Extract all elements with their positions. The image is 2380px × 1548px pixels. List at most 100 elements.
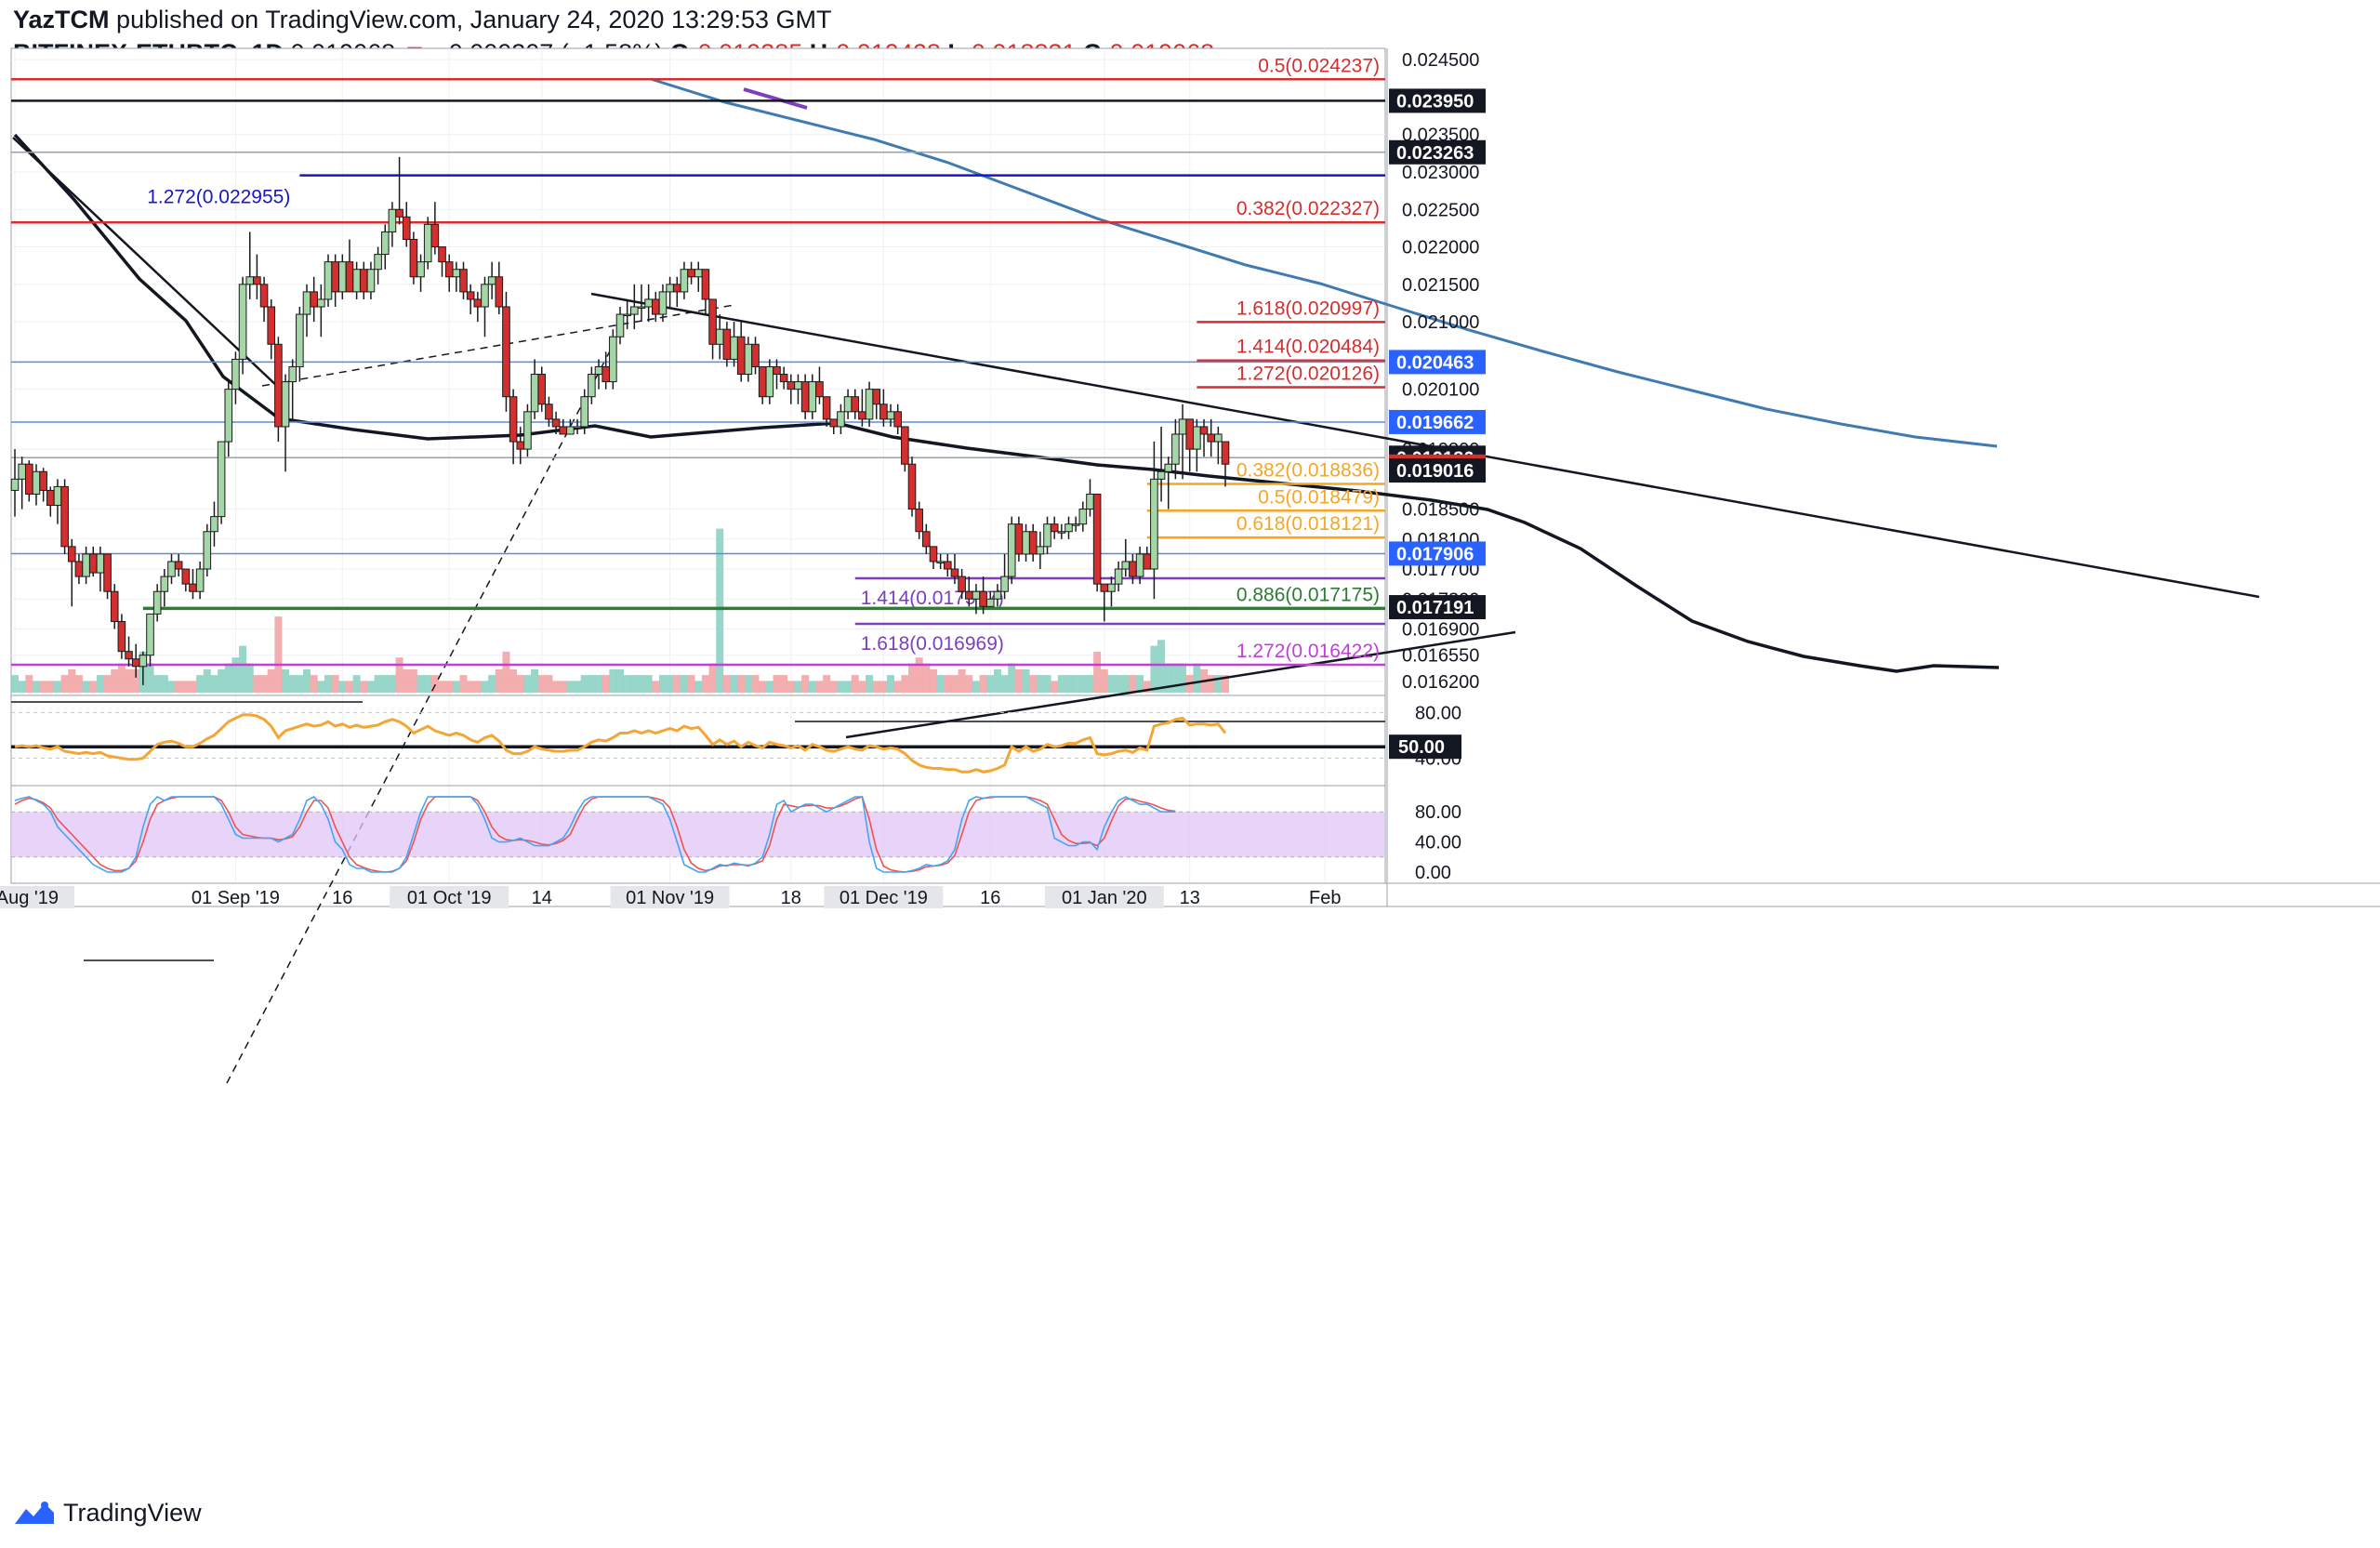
stoch-k-line <box>14 796 1176 873</box>
volume-bar <box>1086 675 1094 693</box>
volume-bar <box>722 675 731 693</box>
volume-bar <box>68 668 76 693</box>
volume-bar <box>829 681 838 693</box>
volume-bar <box>260 675 269 693</box>
fib-level-label: 0.886(0.017175) <box>1236 584 1380 605</box>
candle-body <box>573 426 582 429</box>
candle-body <box>189 583 197 592</box>
stoch-tick-label: 80.00 <box>1415 802 1461 823</box>
candle-body <box>694 269 703 278</box>
candle-body <box>1057 531 1066 534</box>
price-tag-label: 0.023263 <box>1396 143 1474 164</box>
time-label-box <box>824 886 944 908</box>
tradingview-footer[interactable]: TradingView <box>13 1499 202 1528</box>
candle-body <box>317 298 325 308</box>
candle-body <box>345 261 354 293</box>
time-label-box <box>0 886 74 908</box>
price-tag-label: 0.017906 <box>1396 544 1474 564</box>
volume-bar <box>808 681 816 693</box>
candle-body <box>302 291 311 315</box>
candle-body <box>296 313 304 367</box>
volume-bar <box>559 681 567 693</box>
volume-bar <box>623 675 631 693</box>
candle-body <box>901 426 909 465</box>
price-tag-label: 0.017191 <box>1396 598 1474 618</box>
author-name[interactable]: YazTCM <box>13 6 110 33</box>
candle-body <box>466 291 475 300</box>
candle-body <box>267 306 276 345</box>
candle-body <box>1086 493 1094 510</box>
volume-bar <box>1222 675 1229 693</box>
candle-body <box>174 561 183 570</box>
candle-body <box>18 463 26 480</box>
price-tick-label: 0.023000 <box>1402 163 1479 183</box>
candle-body <box>181 568 191 585</box>
candle-body <box>687 269 695 278</box>
candle-body <box>231 358 240 390</box>
time-label-box <box>390 886 509 908</box>
candle-body <box>837 411 845 428</box>
candle-body <box>1150 478 1158 570</box>
candle-body <box>32 470 41 495</box>
volume-bar <box>666 675 674 693</box>
candle-body <box>1185 418 1195 450</box>
candle-body <box>1135 553 1144 577</box>
volume-bar <box>694 681 703 693</box>
volume-bar <box>588 675 596 693</box>
candle-body <box>701 269 710 300</box>
volume-bar <box>181 681 190 693</box>
volume-bar <box>103 675 112 693</box>
volume-bar <box>282 668 290 693</box>
candle-body <box>736 336 746 376</box>
candle-body <box>288 365 297 383</box>
volume-bar <box>253 675 261 693</box>
price-tick-label: 0.021500 <box>1402 275 1479 296</box>
candle-body <box>495 276 504 308</box>
time-tick-label: 18 <box>781 888 801 908</box>
price-tag-label: 0.020463 <box>1396 352 1474 373</box>
volume-bar <box>1129 675 1137 693</box>
volume-bar <box>958 668 966 693</box>
candle-body <box>39 470 47 491</box>
candle-body <box>872 389 881 405</box>
candle-body <box>438 246 446 263</box>
candle-body <box>210 516 218 533</box>
volume-bar <box>324 675 332 693</box>
price-tag <box>1389 541 1486 566</box>
volume-bar <box>1093 651 1102 693</box>
candle-body <box>117 620 126 653</box>
volume-bar <box>1150 645 1158 693</box>
volume-bar <box>737 675 746 693</box>
candle-body <box>60 485 69 548</box>
time-tick-label: 01 Nov '19 <box>626 888 714 908</box>
price-tag-label: 0.023950 <box>1396 91 1474 112</box>
candle-body <box>1121 561 1130 570</box>
volume-bar <box>1115 675 1123 693</box>
volume-bar <box>203 668 211 693</box>
volume-bar <box>759 681 767 693</box>
fib-level-label: 1.272(0.022955) <box>147 187 290 208</box>
volume-bar <box>901 675 909 693</box>
candle-body <box>402 216 411 240</box>
candle-body <box>481 284 489 308</box>
fib-level-label: 1.272(0.020126) <box>1236 364 1380 385</box>
volume-bar <box>545 675 553 693</box>
candle-body <box>588 374 596 398</box>
time-tick-label: 01 Dec '19 <box>840 888 928 908</box>
volume-bar <box>523 675 532 693</box>
volume-bar <box>345 681 353 693</box>
volume-bar <box>972 681 980 693</box>
volume-bar <box>360 681 368 693</box>
candle-body <box>259 284 269 308</box>
volume-bar <box>1000 675 1009 693</box>
candle-body <box>559 426 568 435</box>
volume-bar <box>680 675 688 693</box>
candle-body <box>972 590 981 600</box>
candle-body <box>865 389 874 420</box>
candle-body <box>658 291 668 315</box>
candle-body <box>773 365 781 376</box>
volume-bar <box>872 681 880 693</box>
candle-body <box>310 291 318 308</box>
candle-body <box>1164 463 1173 472</box>
